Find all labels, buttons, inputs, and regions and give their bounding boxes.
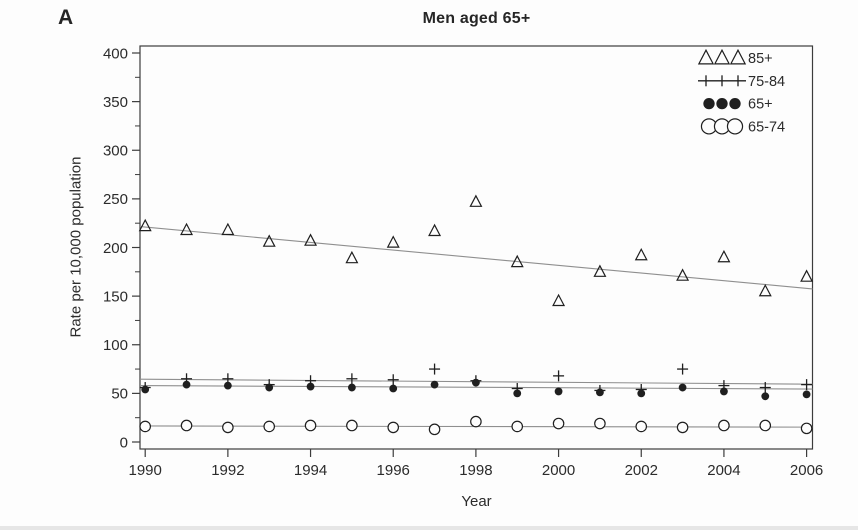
y-tick-label: 400 (103, 45, 128, 62)
legend-label: 65+ (748, 97, 773, 113)
y-tick-label: 50 (111, 386, 128, 403)
page-edge (0, 526, 858, 530)
trend-line-65+ (139, 385, 813, 390)
y-axis: 0 50 100 150 200 250 300 350 400 (103, 45, 140, 451)
y-tick-label: 150 (103, 288, 128, 305)
y-tick-label: 300 (103, 143, 128, 160)
y-tick-label: 0 (120, 434, 128, 451)
trend-line-85+ (139, 226, 813, 290)
y-tick-label: 350 (103, 94, 128, 111)
x-tick-label: 2004 (707, 462, 740, 479)
legend-label: 65-74 (748, 119, 785, 135)
legend-item-75-84: 75-84 (698, 74, 785, 90)
x-tick-label: 2006 (790, 462, 823, 479)
x-tick-label: 1998 (459, 462, 492, 479)
x-tick-label: 1992 (211, 462, 244, 479)
chart-title: Men aged 65+ (422, 10, 531, 27)
series-85+ (138, 194, 814, 307)
legend-item-65-74: 65-74 (700, 118, 785, 135)
legend-item-65+: 65+ (703, 97, 773, 113)
panel-label: A (58, 6, 74, 29)
series-65-74 (139, 415, 813, 436)
series-65+ (141, 378, 811, 401)
x-axis: 1990 1992 1994 1996 1998 2000 2002 2004 2006 (129, 449, 823, 479)
x-tick-label: 1994 (294, 462, 327, 479)
y-tick-label: 100 (103, 337, 128, 354)
legend-item-85+: 85+ (697, 48, 773, 67)
x-tick-label: 1996 (377, 462, 410, 479)
legend-label: 85+ (748, 51, 773, 67)
y-tick-label: 200 (103, 240, 128, 257)
x-tick-label: 2000 (542, 462, 575, 479)
legend: 85+ 75-84 65+ 65-74 (697, 48, 785, 135)
x-axis-title: Year (461, 493, 492, 510)
trend-lines (139, 226, 813, 428)
x-tick-label: 2002 (625, 462, 658, 479)
legend-label: 75-84 (748, 74, 785, 90)
y-tick-label: 250 (103, 191, 128, 208)
x-tick-label: 1990 (129, 462, 162, 479)
